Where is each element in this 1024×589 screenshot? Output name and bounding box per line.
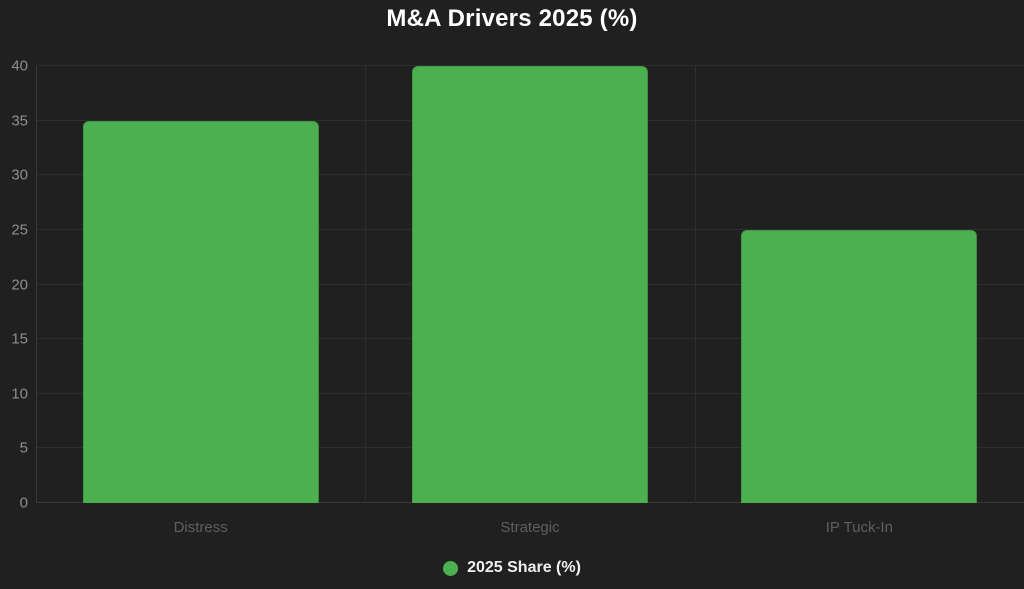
y-axis-line <box>36 66 37 503</box>
x-tick-label-distress: Distress <box>173 519 228 536</box>
bar-distress[interactable] <box>82 120 319 503</box>
y-tick-label-40: 40 <box>11 57 28 75</box>
y-axis: 0 5 10 15 20 25 30 35 40 <box>0 59 28 511</box>
x-tick-label-strategic: Strategic <box>500 519 560 536</box>
y-tick-label-10: 10 <box>11 385 28 403</box>
chart-title: M&A Drivers 2025 (%) <box>386 5 638 32</box>
x-tick-label-ip-tuck-in: IP Tuck-In <box>825 519 893 536</box>
y-tick-label-20: 20 <box>11 276 28 293</box>
gridline-x-1 <box>365 66 367 503</box>
x-axis: Distress Strategic IP Tuck-In <box>36 518 1024 538</box>
y-tick-label-5: 5 <box>19 439 28 457</box>
bar-ip-tuck-in[interactable] <box>741 229 978 503</box>
bar-strategic[interactable] <box>411 66 649 503</box>
gridline-x-2 <box>694 66 696 503</box>
y-tick-label-30: 30 <box>11 166 28 184</box>
gridline-y-40 <box>36 65 1024 66</box>
y-tick-label-0: 0 <box>19 494 28 512</box>
y-tick-label-25: 25 <box>11 221 28 239</box>
y-tick-label-35: 35 <box>11 112 28 130</box>
legend-item-2025-share[interactable]: 2025 Share (%) <box>443 559 581 577</box>
legend: 2025 Share (%) <box>0 559 1024 577</box>
legend-label: 2025 Share (%) <box>467 559 581 576</box>
legend-swatch-icon <box>443 560 459 576</box>
y-tick-label-15: 15 <box>11 330 28 348</box>
plot-area <box>36 65 1024 503</box>
